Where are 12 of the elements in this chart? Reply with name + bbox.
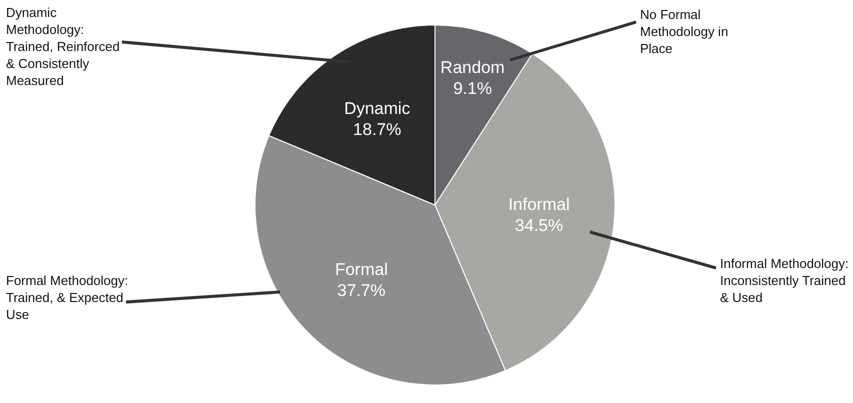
data-label: 9.1% xyxy=(453,79,492,98)
slice-label: Random xyxy=(440,58,505,78)
data-label: 18.7% xyxy=(353,120,402,140)
data-label: 37.7% xyxy=(337,281,386,300)
slice-label: Informal xyxy=(508,194,570,214)
text: Informal Methodology: Inconsistently Trained & Used xyxy=(720,255,850,306)
slice-label: Dynamic xyxy=(344,99,411,118)
slice-label: Formal xyxy=(334,260,388,280)
text: Dynamic Methodology: Trained, Reinforced & Consistently Measured xyxy=(6,4,121,89)
text: Formal Methodology: Trained, & Expected Use xyxy=(6,272,130,323)
text: No Formal Methodology in Place xyxy=(640,6,730,57)
data-label: 34.5% xyxy=(514,216,564,235)
